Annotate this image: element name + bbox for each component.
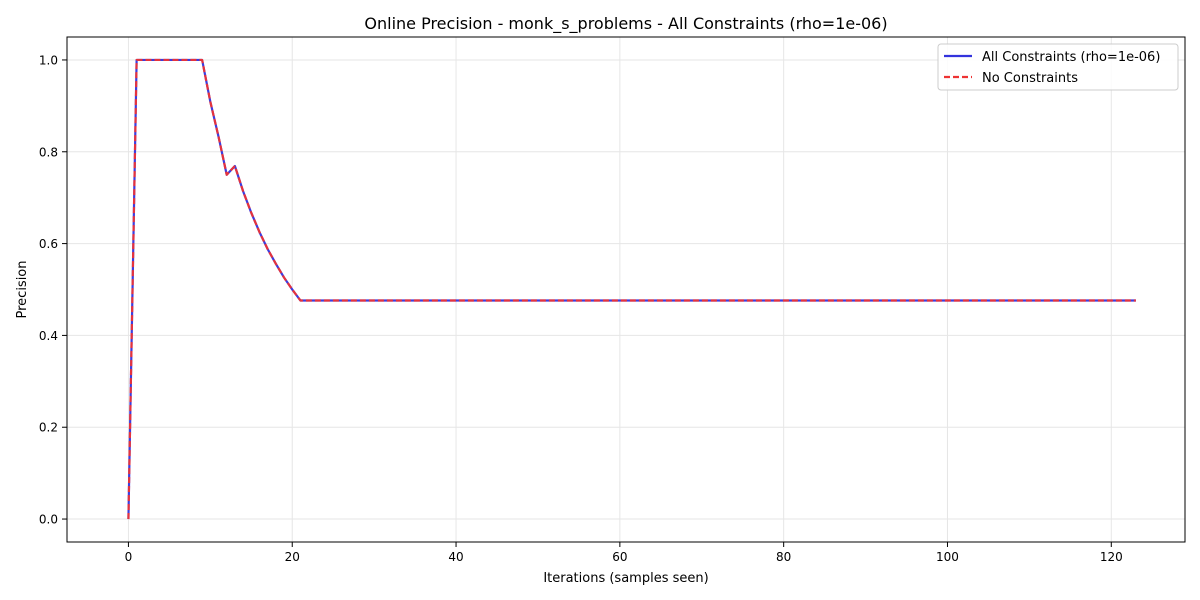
legend-label-all-constraints: All Constraints (rho=1e-06): [982, 50, 1160, 65]
plot-frame: [66, 36, 1186, 543]
y-tick-label: 0.0: [39, 513, 58, 527]
chart-title: Online Precision - monk_s_problems - All…: [364, 14, 887, 34]
series-layer: [127, 58, 1136, 520]
x-tick-label: 60: [612, 550, 627, 564]
legend-box: [937, 43, 1179, 91]
y-tick-label: 0.6: [39, 237, 58, 251]
legend-label-no-constraints: No Constraints: [982, 71, 1078, 86]
y-tick-label: 1.0: [39, 53, 58, 67]
y-tick-label: 0.8: [39, 145, 58, 159]
grid-layer: [67, 37, 1185, 542]
x-tick-label: 100: [936, 550, 959, 564]
y-axis-label: Precision: [15, 260, 30, 318]
series-line-no-constraints: [127, 58, 1136, 520]
y-tick-label: 0.2: [39, 421, 58, 435]
tick-layer: 0 20 40 60 80 100 120 0.0 0.2 0.4 0.6 0.8 1.0: [39, 53, 1123, 564]
x-tick-label: 40: [448, 550, 463, 564]
x-tick-label: 20: [285, 550, 300, 564]
legend: All Constraints (rho=1e-06) No Constrain…: [937, 43, 1179, 91]
x-tick-label: 120: [1100, 550, 1123, 564]
x-tick-label: 80: [776, 550, 791, 564]
y-tick-label: 0.4: [39, 329, 58, 343]
x-tick-label: 0: [125, 550, 133, 564]
x-axis-label: Iterations (samples seen): [543, 571, 708, 586]
